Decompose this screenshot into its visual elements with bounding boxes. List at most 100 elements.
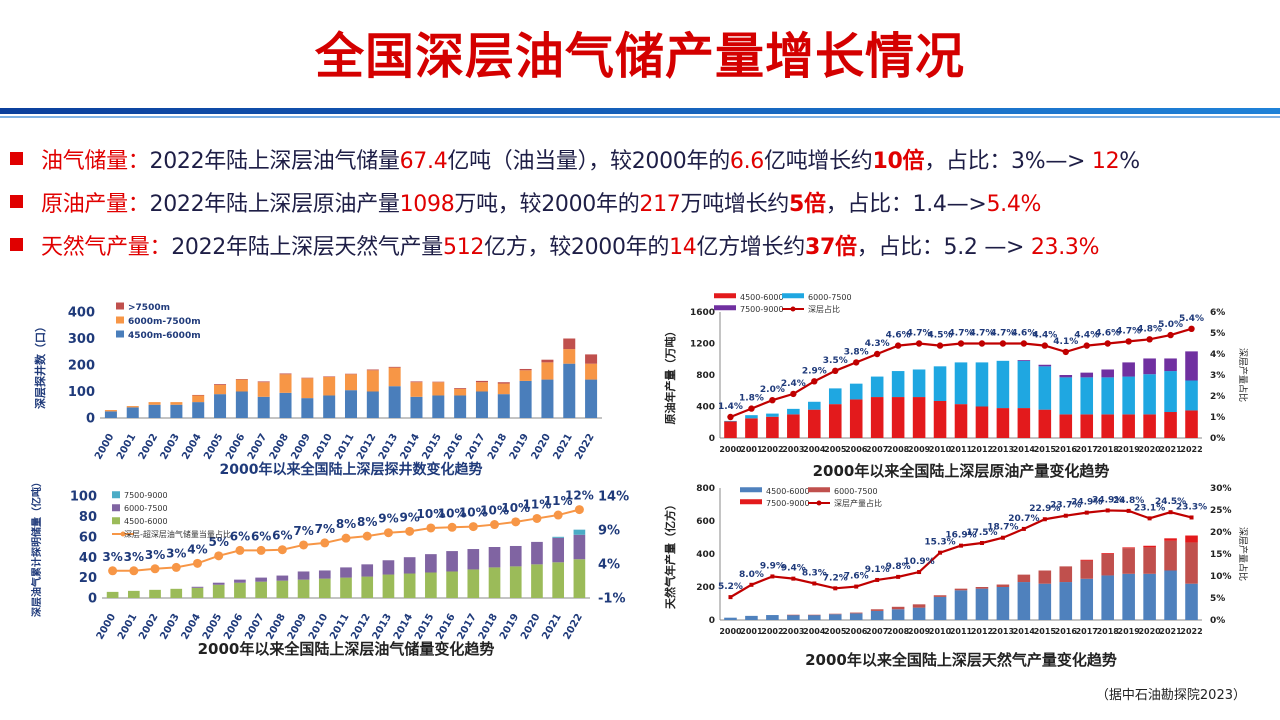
bar-6000m-7500m-2013 <box>388 367 401 387</box>
ratio-data-label: 9% <box>378 512 398 526</box>
bar->7500m-2011 <box>344 373 358 375</box>
ratio-data-label: 9.4% <box>781 564 806 574</box>
bullet-segment: ，占比：1.4—> <box>825 191 987 217</box>
ratio-data-label: 3.5% <box>823 356 848 366</box>
bar-6000-7500-2010 <box>933 595 947 597</box>
bar-6000m-7500m-2019 <box>519 370 532 381</box>
y2-tick-label: 14% <box>598 490 629 505</box>
ratio-point <box>812 581 817 586</box>
bar-4500-6000-2008 <box>891 609 905 620</box>
ratio-point <box>1104 340 1111 347</box>
x-tick-label: 2015 <box>1034 445 1057 454</box>
bar-6000-7500-2010 <box>318 570 331 579</box>
bar-4500-6000-2019 <box>1122 414 1135 438</box>
bar-6000m-7500m-2003 <box>170 402 183 405</box>
bar-4500-6000-2008 <box>891 397 905 438</box>
bar-4500-6000-2009 <box>297 579 310 598</box>
x-tick-label: 2022 <box>1180 627 1202 636</box>
x-tick-label: 2001 <box>740 445 763 454</box>
bar-4500-6000-2005 <box>828 614 842 620</box>
bar-4500-6000-2014 <box>403 573 416 598</box>
bar-7500-9000-2019 <box>1122 547 1135 549</box>
legend-label: 4500m-6000m <box>128 331 201 341</box>
y2-axis-title: 深层产量占比 <box>1237 348 1249 402</box>
bar-6000m-7500m-2006 <box>235 379 248 392</box>
ratio-data-label: 4.5% <box>928 331 953 341</box>
x-tick-label: 2020 <box>519 612 542 642</box>
bar-6000-7500-2017 <box>1080 560 1094 579</box>
x-tick-label: 2017 <box>464 432 487 462</box>
bar-4500-6000-2017 <box>1080 414 1094 438</box>
ratio-data-label: 12% <box>565 489 594 503</box>
page-title: 全国深层油气储产量增长情况 <box>314 28 965 85</box>
bar-6000m-7500m-2015 <box>432 382 445 396</box>
ratio-data-label: 4.7% <box>990 329 1015 339</box>
bar-4500m-6000m-2012 <box>366 391 379 418</box>
ratio-data-label: 4.7% <box>969 329 994 339</box>
bullet-text: 2022年陆上深层油气储量67.4亿吨（油当量），较2000年的6.6亿吨增长约… <box>150 143 1141 175</box>
ratio-point <box>1021 526 1026 531</box>
ratio-point <box>936 342 944 349</box>
bar-4500-6000-2003 <box>787 615 800 620</box>
ratio-data-label: 4.8% <box>1137 324 1162 334</box>
ratio-data-label: 23.1% <box>1134 503 1165 513</box>
bullet-segment: 6.6 <box>729 148 764 174</box>
bullet-segment: % <box>1119 148 1140 174</box>
legend-swatch <box>782 293 804 299</box>
ratio-point <box>1147 516 1152 521</box>
bar-4500-6000-2010 <box>318 578 331 598</box>
ratio-point <box>150 564 160 574</box>
ratio-data-label: 10.9% <box>903 557 934 567</box>
bar-4500m-6000m-2022 <box>585 379 598 418</box>
bullet-segment: 2022年陆上深层原油产量 <box>149 191 400 217</box>
bar-6000m-7500m-2005 <box>214 384 227 395</box>
bar-4500-6000-2016 <box>446 571 458 598</box>
ratio-data-label: 15.3% <box>924 538 955 548</box>
bar-4500-6000-2001 <box>127 590 140 598</box>
ratio-point <box>957 340 965 347</box>
bar-6000-7500-2017 <box>1080 377 1094 415</box>
chart-title: 2000年以来全国陆上深层天然气产量变化趋势 <box>805 651 1117 669</box>
ratio-point <box>1168 510 1173 515</box>
bar-6000-7500-2002 <box>766 413 779 417</box>
x-tick-label: 2001 <box>740 627 763 636</box>
legend-marker <box>120 531 126 537</box>
ratio-point <box>978 340 986 347</box>
bar-6000-7500-2003 <box>787 614 800 616</box>
ratio-data-label: 11% <box>523 497 552 511</box>
x-tick-label: 2000 <box>719 627 742 636</box>
ratio-point <box>277 545 287 555</box>
bar-4500-6000-2010 <box>933 400 947 438</box>
x-tick-label: 2013 <box>992 445 1014 454</box>
x-tick-label: 2017 <box>1076 627 1098 636</box>
x-tick-label: 2020 <box>530 432 553 462</box>
bar-6000-7500-2014 <box>1017 360 1031 409</box>
legend-label: >7500m <box>128 303 170 313</box>
bar->7500m-2018 <box>497 382 510 384</box>
legend-swatch <box>112 504 120 512</box>
ratio-point <box>341 533 351 543</box>
bar-6000m-7500m-2008 <box>279 374 292 393</box>
ratio-data-label: 4.3% <box>865 339 890 349</box>
ratio-point <box>426 523 436 533</box>
ratio-data-label: 2.9% <box>802 366 827 376</box>
bar-6000-7500-2006 <box>234 579 246 583</box>
bar-7500-9000-2018 <box>1101 553 1114 554</box>
x-tick-label: 2020 <box>1138 627 1161 636</box>
bar-6000-7500-2012 <box>975 362 989 407</box>
bar-4500-6000-2006 <box>849 399 863 438</box>
bar-6000-7500-2012 <box>361 564 374 577</box>
y2-tick-label: 2% <box>1210 392 1225 402</box>
bullet-segment: ，占比：5.2 —> <box>856 234 1031 260</box>
legend-label: 6000-7500 <box>834 487 878 496</box>
bar-7500-9000-2021 <box>1164 358 1177 372</box>
y2-tick-label: 9% <box>598 524 620 539</box>
x-tick-label: 2005 <box>824 627 847 636</box>
y2-tick-label: 4% <box>598 558 620 573</box>
bar-6000-7500-2014 <box>403 557 416 574</box>
bar-6000-7500-2020 <box>1143 547 1156 574</box>
ratio-data-label: 17.5% <box>966 528 997 538</box>
ratio-data-label: 10% <box>417 507 446 521</box>
ratio-point <box>468 522 478 532</box>
bar-4500m-6000m-2008 <box>279 392 292 418</box>
